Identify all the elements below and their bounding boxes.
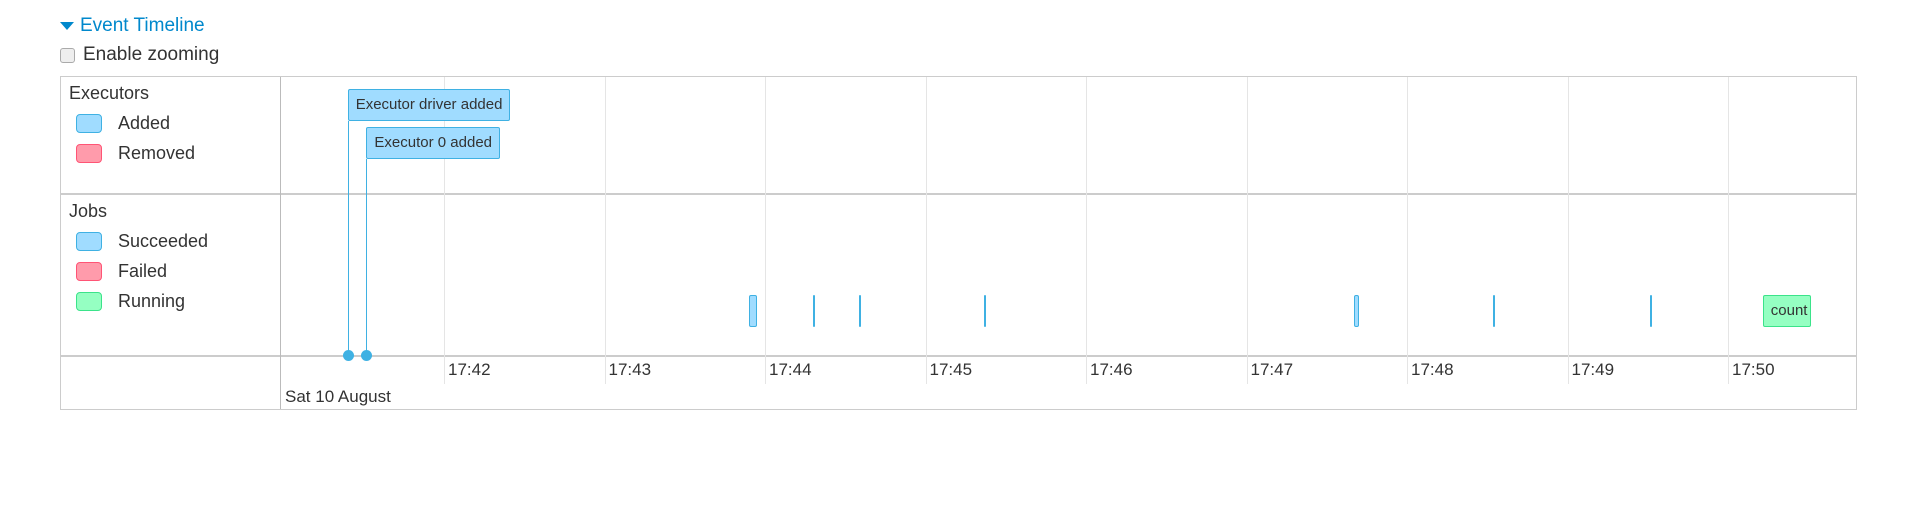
legend-succeeded: Succeeded — [76, 231, 208, 252]
caret-down-icon — [60, 22, 74, 30]
checkbox-label: Enable zooming — [83, 44, 220, 65]
legend-swatch — [76, 292, 102, 311]
job-succeeded[interactable] — [813, 295, 816, 327]
job-succeeded[interactable] — [1650, 295, 1653, 327]
timeline[interactable]: Executors Added Removed Jobs Succeeded F… — [60, 76, 1857, 410]
group-jobs: Jobs Succeeded Failed Running — [69, 201, 208, 312]
job-succeeded[interactable] — [858, 295, 861, 327]
grid-line — [1086, 77, 1087, 384]
checkbox[interactable] — [60, 47, 75, 63]
axis-tick-label: 17:46 — [1090, 360, 1133, 379]
event-stem — [347, 121, 349, 355]
grid-line — [1246, 77, 1248, 384]
grid-line — [1567, 77, 1569, 384]
axis-tick-label: 17:44 — [769, 360, 812, 379]
axis-tick-label: 17:49 — [1571, 360, 1615, 379]
event-timeline-toggle[interactable]: Event Timeline — [60, 15, 205, 37]
axis-tick-label: 17:43 — [608, 360, 652, 379]
event-dot — [361, 350, 373, 361]
legend-label: Removed — [118, 143, 196, 163]
legend-failed: Failed — [76, 261, 208, 282]
grid-line — [604, 77, 606, 384]
event-dot — [342, 350, 354, 361]
legend-swatch — [76, 232, 102, 251]
legend-removed: Removed — [76, 143, 195, 164]
enable-zooming-checkbox[interactable]: Enable zooming — [60, 44, 219, 66]
legend-label: Failed — [118, 261, 168, 281]
legend-swatch — [76, 114, 102, 133]
axis-divider — [61, 355, 1856, 357]
legend-label: Succeeded — [118, 231, 209, 251]
executor-event[interactable]: Executor 0 added — [366, 127, 501, 159]
legend-running: Running — [76, 291, 208, 312]
axis-tick-label: 17:47 — [1250, 360, 1294, 379]
group-label: Jobs — [69, 201, 108, 221]
grid-line — [444, 77, 445, 384]
job-succeeded[interactable] — [748, 295, 757, 327]
grid-line — [765, 77, 766, 384]
legend-swatch — [76, 262, 102, 281]
axis-tick-label: 17:50 — [1732, 360, 1775, 379]
label-divider — [280, 77, 281, 409]
job-succeeded[interactable] — [984, 295, 987, 327]
grid-line — [1407, 77, 1408, 384]
legend-label: Added — [118, 113, 171, 133]
legend-added: Added — [76, 113, 195, 134]
axis-tick-label: 17:48 — [1411, 360, 1454, 379]
axis-date-label: Sat 10 August — [285, 387, 391, 406]
section-title: Event Timeline — [80, 15, 205, 36]
legend-label: Running — [118, 291, 186, 311]
axis-tick-label: 17:42 — [448, 360, 491, 379]
grid-line — [1728, 77, 1729, 384]
legend-swatch — [76, 144, 102, 163]
axis-tick-label: 17:45 — [929, 360, 973, 379]
grid-line — [925, 77, 927, 384]
job-succeeded[interactable] — [1353, 295, 1359, 327]
group-executors: Executors Added Removed — [69, 83, 195, 164]
executor-event[interactable]: Executor driver added — [347, 89, 511, 121]
row-divider — [61, 193, 1856, 195]
group-label: Executors — [69, 83, 150, 103]
timeline-plot[interactable]: Sat 10 August 17:42 17:43 17:44 17:45 17:46 1… — [281, 77, 1856, 409]
job-running[interactable]: count — [1762, 295, 1811, 327]
job-succeeded[interactable] — [1492, 295, 1495, 327]
event-stem — [366, 159, 368, 355]
